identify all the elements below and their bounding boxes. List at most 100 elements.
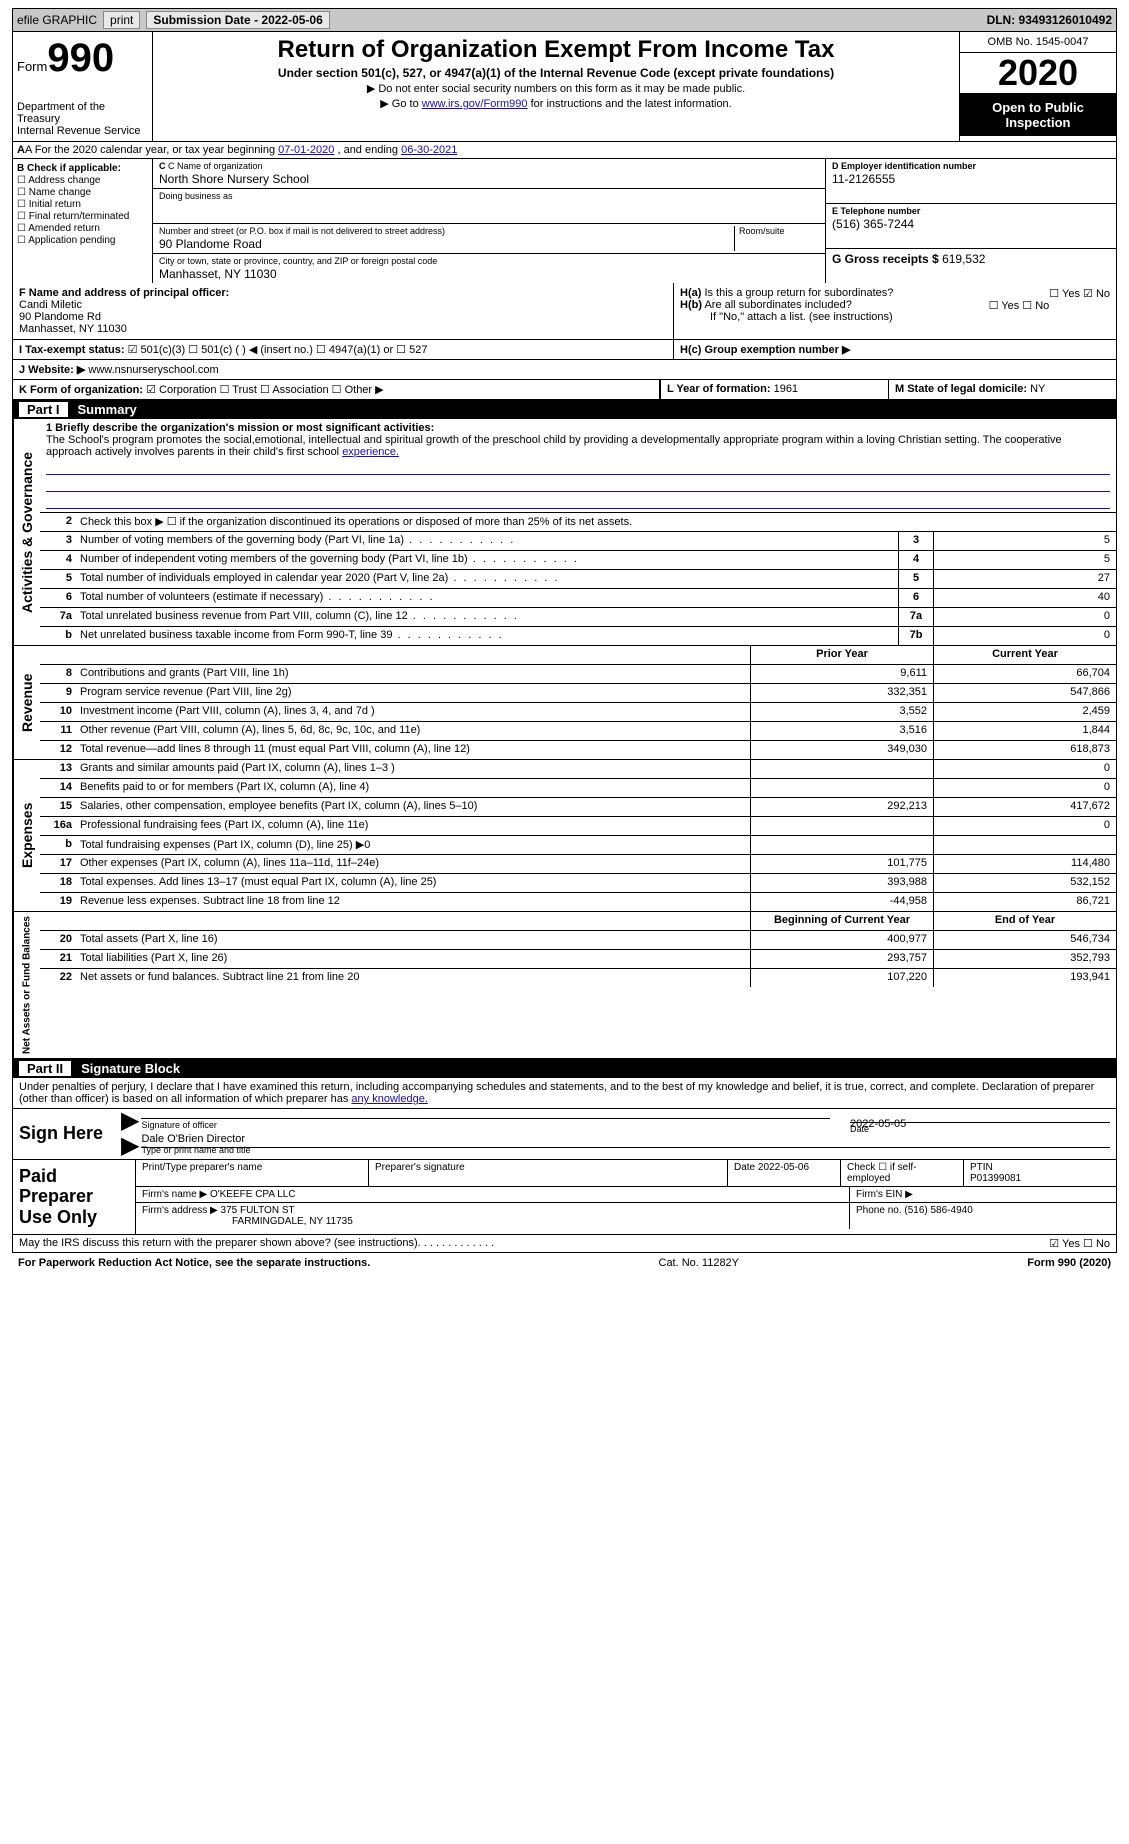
- row-a-period: AA For the 2020 calendar year, or tax ye…: [12, 142, 1117, 159]
- ha-no[interactable]: No: [1083, 288, 1110, 300]
- curr-16a: 0: [933, 817, 1116, 835]
- val-7a: 0: [933, 608, 1116, 626]
- part-1-bar: Part I Summary: [12, 400, 1117, 419]
- side-governance: Activities & Governance: [13, 419, 40, 645]
- chk-initial-return[interactable]: Initial return: [17, 199, 148, 210]
- line-16a: Professional fundraising fees (Part IX, …: [76, 817, 750, 835]
- prior-20: 400,977: [750, 931, 933, 949]
- prior-8: 9,611: [750, 665, 933, 683]
- line-2: Check this box ▶ ☐ if the organization d…: [76, 513, 1116, 531]
- line-22: Net assets or fund balances. Subtract li…: [76, 969, 750, 987]
- print-button[interactable]: print: [103, 11, 140, 29]
- instructions-link-row: Go to www.irs.gov/Form990 for instructio…: [157, 97, 955, 110]
- line-18: Total expenses. Add lines 13–17 (must eq…: [76, 874, 750, 892]
- submission-date: Submission Date - 2022-05-06: [146, 11, 329, 29]
- dln: DLN: 93493126010492: [987, 13, 1112, 27]
- chk-4947[interactable]: 4947(a)(1) or: [316, 344, 393, 356]
- prior-22: 107,220: [750, 969, 933, 987]
- line-9: Program service revenue (Part VIII, line…: [76, 684, 750, 702]
- period-begin: 07-01-2020: [278, 144, 334, 156]
- prior-11: 3,516: [750, 722, 933, 740]
- form-footer: Form 990 (2020): [1027, 1257, 1111, 1269]
- chk-trust[interactable]: Trust: [220, 384, 257, 396]
- curr-9: 547,866: [933, 684, 1116, 702]
- prep-date: Date 2022-05-06: [728, 1160, 841, 1186]
- hdr-begin: Beginning of Current Year: [750, 912, 933, 930]
- tax-year: 2020: [960, 53, 1116, 94]
- topbar: efile GRAPHIC print Submission Date - 20…: [12, 8, 1117, 32]
- ein-value: 11-2126555: [832, 172, 1110, 186]
- city-state-zip: Manhasset, NY 11030: [159, 267, 819, 281]
- dba-label: Doing business as: [159, 191, 819, 201]
- chk-name-change[interactable]: Name change: [17, 187, 148, 198]
- prior-14: [750, 779, 933, 797]
- omb-number: OMB No. 1545-0047: [960, 32, 1116, 53]
- gross-receipts: 619,532: [942, 252, 985, 266]
- prior-16a: [750, 817, 933, 835]
- chk-amended-return[interactable]: Amended return: [17, 223, 148, 234]
- discuss-no[interactable]: No: [1083, 1238, 1110, 1250]
- row-j: J Website: ▶ www.nsnurseryschool.com: [12, 360, 1117, 380]
- addr-label: Number and street (or P.O. box if mail i…: [159, 226, 734, 236]
- chk-application-pending[interactable]: Application pending: [17, 235, 148, 246]
- line-6: Total number of volunteers (estimate if …: [76, 589, 898, 607]
- line-11: Other revenue (Part VIII, column (A), li…: [76, 722, 750, 740]
- ssn-warning: Do not enter social security numbers on …: [157, 82, 955, 95]
- hdr-prior: Prior Year: [750, 646, 933, 664]
- chk-final-return[interactable]: Final return/terminated: [17, 211, 148, 222]
- chk-501c3[interactable]: 501(c)(3): [128, 344, 186, 356]
- curr-21: 352,793: [933, 950, 1116, 968]
- line-19: Revenue less expenses. Subtract line 18 …: [76, 893, 750, 911]
- row-i: I Tax-exempt status: 501(c)(3) 501(c) ( …: [13, 340, 674, 359]
- form-label: Form: [17, 59, 47, 74]
- form-title: Return of Organization Exempt From Incom…: [157, 36, 955, 64]
- line-21: Total liabilities (Part X, line 26): [76, 950, 750, 968]
- chk-corporation[interactable]: Corporation: [146, 384, 216, 396]
- curr-13: 0: [933, 760, 1116, 778]
- website-value: www.nsnurseryschool.com: [88, 364, 218, 376]
- prep-ptin: PTIN P01399081: [964, 1160, 1116, 1186]
- officer-addr1: 90 Plandome Rd: [19, 311, 101, 323]
- entity-block: B Check if applicable: Address change Na…: [12, 159, 1117, 283]
- hb-yes[interactable]: Yes: [989, 300, 1020, 312]
- prior-12: 349,030: [750, 741, 933, 759]
- val-3: 5: [933, 532, 1116, 550]
- val-6: 40: [933, 589, 1116, 607]
- line-8: Contributions and grants (Part VIII, lin…: [76, 665, 750, 683]
- col-b-title: B Check if applicable:: [17, 163, 121, 174]
- dept-treasury: Department of the Treasury: [17, 101, 148, 125]
- discuss-yes[interactable]: Yes: [1049, 1238, 1080, 1250]
- mission-link[interactable]: experience.: [342, 446, 399, 458]
- triangle-icon: ▶: [121, 1138, 139, 1155]
- line-16b: Total fundraising expenses (Part IX, col…: [76, 836, 750, 854]
- cat-no: Cat. No. 11282Y: [370, 1257, 1027, 1269]
- prior-18: 393,988: [750, 874, 933, 892]
- instructions-link[interactable]: www.irs.gov/Form990: [422, 98, 528, 110]
- side-expenses: Expenses: [13, 760, 40, 911]
- chk-other[interactable]: Other ▶: [332, 384, 384, 396]
- preparer-table: Paid Preparer Use Only Print/Type prepar…: [13, 1159, 1116, 1234]
- line-10: Investment income (Part VIII, column (A)…: [76, 703, 750, 721]
- form-header: Form990 Department of the Treasury Inter…: [12, 32, 1117, 142]
- mid-block: F Name and address of principal officer:…: [12, 283, 1117, 340]
- curr-15: 417,672: [933, 798, 1116, 816]
- ha-yes[interactable]: Yes: [1049, 288, 1080, 300]
- curr-22: 193,941: [933, 969, 1116, 987]
- mission-text: The School's program promotes the social…: [46, 434, 1062, 458]
- chk-527[interactable]: 527: [396, 344, 427, 356]
- line-7a: Total unrelated business revenue from Pa…: [76, 608, 898, 626]
- hb-no[interactable]: No: [1022, 300, 1049, 312]
- prep-name-label: Print/Type preparer's name: [136, 1160, 369, 1186]
- curr-17: 114,480: [933, 855, 1116, 873]
- hb-note: If "No," attach a list. (see instruction…: [680, 311, 1110, 323]
- period-end: 06-30-2021: [401, 144, 457, 156]
- phone-label: E Telephone number: [832, 206, 1110, 216]
- chk-association[interactable]: Association: [260, 384, 329, 396]
- chk-501c[interactable]: 501(c) ( ) ◀ (insert no.): [188, 344, 313, 356]
- form-number: 990: [47, 36, 114, 80]
- penalty-link[interactable]: any knowledge.: [351, 1093, 427, 1105]
- chk-address-change[interactable]: Address change: [17, 175, 148, 186]
- room-label: Room/suite: [739, 226, 819, 236]
- paperwork-notice: For Paperwork Reduction Act Notice, see …: [18, 1257, 370, 1269]
- val-7b: 0: [933, 627, 1116, 645]
